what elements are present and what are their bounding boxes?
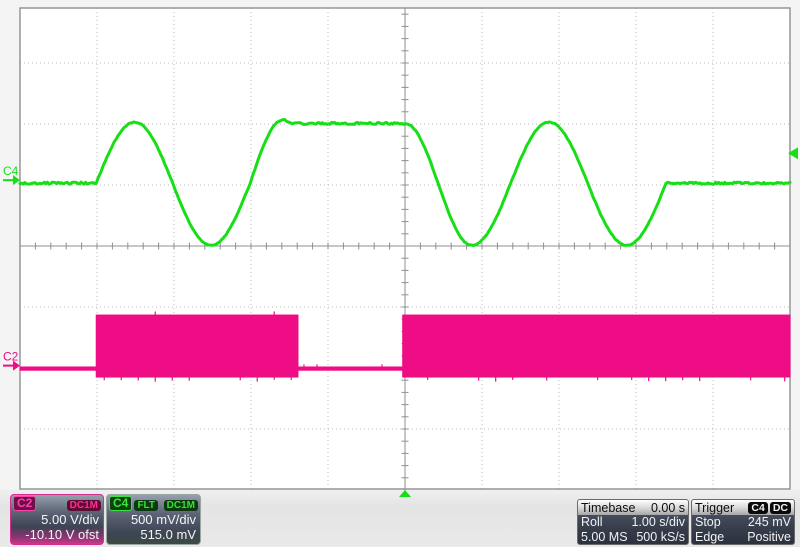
channel-info-c4[interactable]: C4 FLT DC1M 500 mV/div 515.0 mV bbox=[106, 494, 201, 545]
c2-trace-idle bbox=[297, 366, 403, 371]
channel-offset-c2: -10.10 V ofst bbox=[25, 527, 99, 542]
trigger-panel[interactable]: Trigger C4 DC Stop 245 mV Edge Positive bbox=[691, 499, 795, 545]
c4-trace bbox=[18, 118, 792, 248]
coupling-badge-c2: DC1M bbox=[66, 500, 101, 511]
timebase-panel[interactable]: Timebase 0.00 s Roll 1.00 s/div 5.00 MS … bbox=[577, 499, 689, 545]
channel-label-c4: C4 bbox=[3, 164, 19, 178]
timebase-samples: 5.00 MS bbox=[581, 530, 628, 544]
timebase-scale: 1.00 s/div bbox=[631, 515, 685, 529]
coupling-badge-c4: DC1M bbox=[163, 500, 198, 511]
timebase-position: 0.00 s bbox=[650, 500, 685, 515]
trigger-type: Edge bbox=[695, 530, 725, 544]
c2-trace-idle bbox=[19, 366, 97, 371]
grid-frame bbox=[19, 7, 791, 490]
channel-scale-c4: 500 mV/div bbox=[130, 512, 196, 527]
trigger-coupling-badge: DC bbox=[769, 501, 791, 514]
channel-info-c2[interactable]: C2 DC1M 5.00 V/div -10.10 V ofst bbox=[10, 494, 104, 545]
channel-tab-c4: C4 bbox=[109, 496, 133, 511]
trigger-source-badge: C4 bbox=[748, 501, 768, 514]
channel-scale-c2: 5.00 V/div bbox=[41, 512, 99, 527]
channel-label-c2: C2 bbox=[3, 350, 19, 364]
trigger-level-marker[interactable] bbox=[788, 147, 798, 160]
channel-position-arrow-c2[interactable] bbox=[13, 360, 20, 371]
timebase-title: Timebase bbox=[581, 500, 636, 515]
trigger-mode: Stop bbox=[695, 515, 721, 529]
timebase-rate: 500 kS/s bbox=[636, 530, 685, 544]
c2-trace-burst bbox=[95, 314, 299, 378]
channel-tab-c2: C2 bbox=[13, 496, 37, 511]
trigger-time-marker[interactable] bbox=[399, 490, 411, 497]
channel-position-arrow-c4[interactable] bbox=[13, 175, 20, 186]
trigger-level: 245 mV bbox=[747, 515, 791, 529]
trigger-title: Trigger bbox=[695, 500, 735, 515]
filter-badge-c4: FLT bbox=[134, 500, 159, 511]
waveform-display[interactable]: C4 C2 bbox=[0, 0, 800, 498]
channel-offset-c4: 515.0 mV bbox=[140, 527, 196, 542]
timebase-mode: Roll bbox=[581, 515, 603, 529]
trigger-slope: Positive bbox=[747, 530, 791, 544]
c2-trace-burst bbox=[402, 314, 791, 378]
